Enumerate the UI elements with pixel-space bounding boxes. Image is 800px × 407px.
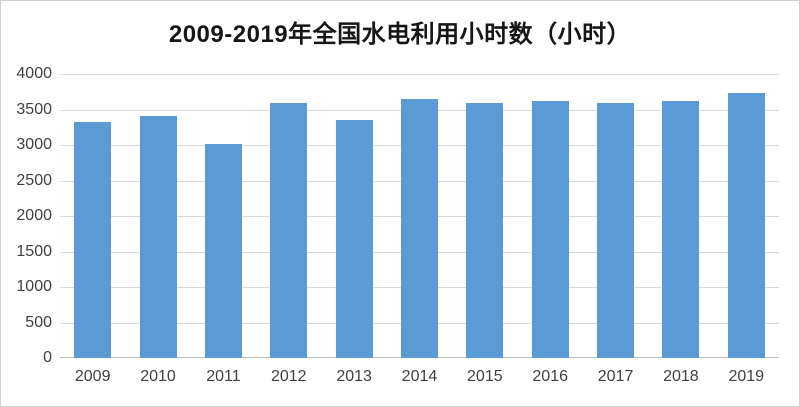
plot-area [60,74,779,358]
y-tick-label-3000: 3000 [16,136,52,153]
x-tick-label-2009: 2009 [74,368,111,385]
x-tick-label-2013: 2013 [336,368,372,385]
y-tick-label-1500: 1500 [16,242,52,260]
x-tick-label-2011: 2011 [206,368,241,385]
x-tick-label-2014: 2014 [401,368,438,385]
bar-2009 [74,121,112,358]
x-tick-label-2019: 2019 [728,368,765,385]
bar-cell-2014 [387,74,452,358]
y-tick-label-4000: 4000 [16,65,52,82]
bar-2014 [400,98,438,358]
bar-2016 [531,100,569,358]
x-tick-label-2018: 2018 [663,368,699,385]
bar-2017 [597,102,635,358]
y-tick-label-2000: 2000 [16,207,52,224]
bar-cell-2009 [60,74,125,358]
x-axis-tick-labels: 2009 2010 2011 2012 2013 2014 2015 2016 2017 2018… [60,365,779,389]
x-tick-label-2012: 2012 [270,368,307,385]
x-tick-label-2016: 2016 [532,368,568,385]
bar-cell-2018 [648,74,713,358]
bar-2019 [727,93,765,358]
x-tick-label-2017: 2017 [597,368,634,385]
bar-cell-2011 [191,74,256,358]
y-axis-tick-labels: 0 500 1000 1500 2000 2500 3000 3500 4000 [1,66,52,366]
bar-2015 [466,103,504,358]
bar-cell-2017 [583,74,648,358]
x-tick-label-2015: 2015 [467,368,503,385]
y-tick-label-500: 500 [25,313,52,331]
bar-cell-2019 [714,74,779,358]
y-tick-label-2500: 2500 [16,171,52,189]
bar-cell-2012 [256,74,321,358]
y-tick-label-0: 0 [43,349,52,366]
bar-2018 [662,101,700,358]
bar-2013 [335,119,373,358]
gridline-4000 [60,74,779,75]
y-tick-label-3500: 3500 [16,100,52,118]
bar-2011 [204,143,242,358]
x-tick-label-2010: 2010 [140,368,176,385]
bar-cell-2013 [321,74,386,358]
y-tick-label-1000: 1000 [16,278,52,295]
bar-2012 [270,103,308,358]
bar-2010 [139,116,177,358]
chart-title: 2009-2019年全国水电利用小时数（小时） [168,21,632,48]
bar-cell-2015 [452,74,517,358]
bar-cell-2010 [125,74,190,358]
bar-cell-2016 [518,74,583,358]
